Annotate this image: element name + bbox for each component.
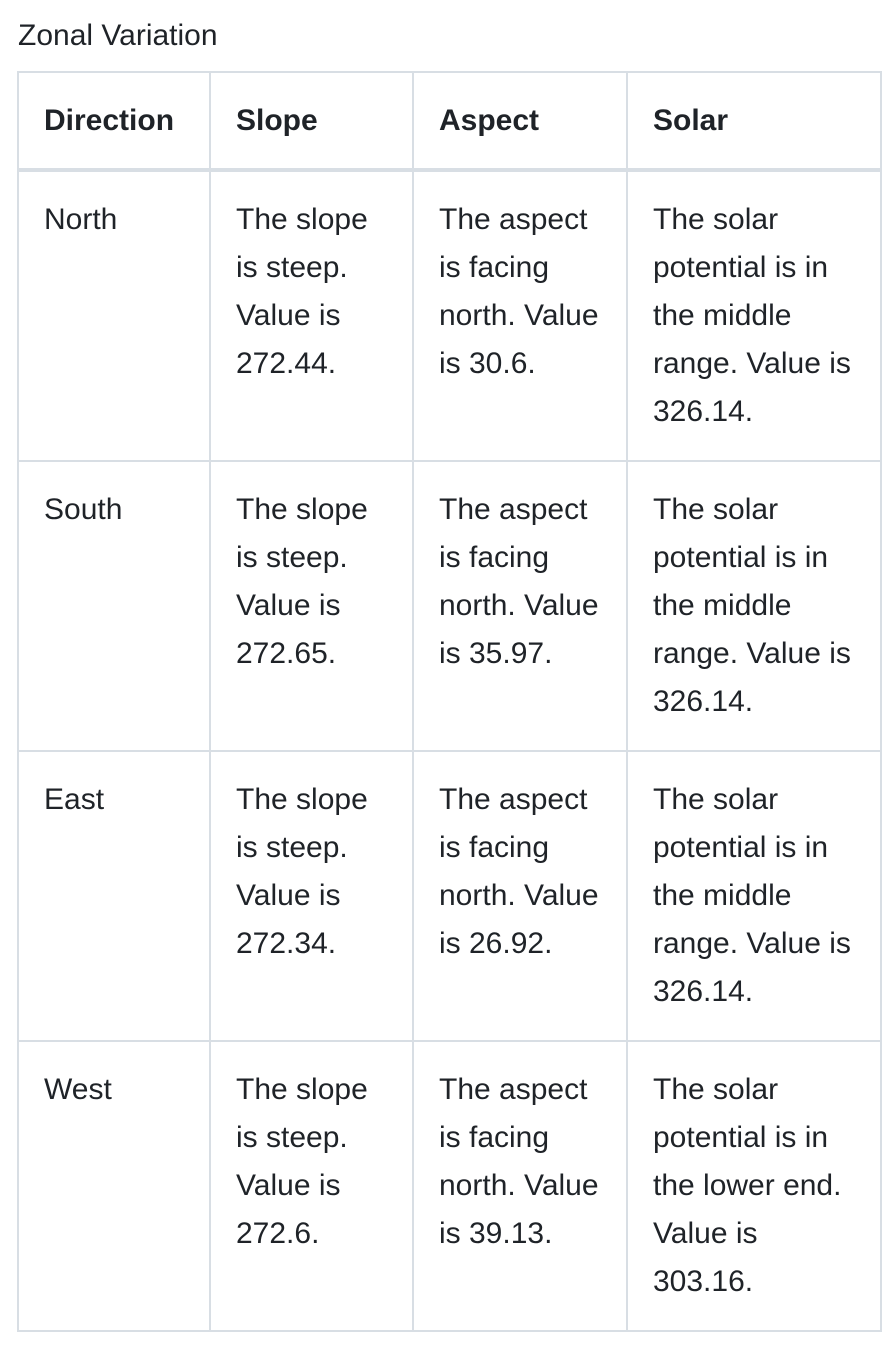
solar-cell: The solar potential is in the middle ran…: [626, 169, 882, 462]
solar-cell: The solar potential is in the middle ran…: [626, 460, 882, 752]
slope-cell: The slope is steep. Value is 272.65.: [209, 460, 414, 752]
slope-cell: The slope is steep. Value is 272.6.: [209, 1040, 414, 1332]
solar-cell: The solar potential is in the lower end.…: [626, 1040, 882, 1332]
direction-cell: North: [17, 169, 211, 462]
table-row: North The slope is steep. Value is 272.4…: [17, 169, 882, 462]
solar-cell: The solar potential is in the middle ran…: [626, 750, 882, 1042]
table-row: West The slope is steep. Value is 272.6.…: [17, 1040, 882, 1332]
aspect-cell: The aspect is facing north. Value is 39.…: [412, 1040, 628, 1332]
table-header-row: Direction Slope Aspect Solar: [17, 71, 882, 172]
aspect-cell: The aspect is facing north. Value is 30.…: [412, 169, 628, 462]
slope-cell: The slope is steep. Value is 272.34.: [209, 750, 414, 1042]
direction-cell: East: [17, 750, 211, 1042]
header-solar: Solar: [626, 71, 882, 172]
aspect-cell: The aspect is facing north. Value is 26.…: [412, 750, 628, 1042]
header-slope: Slope: [209, 71, 414, 172]
slope-cell: The slope is steep. Value is 272.44.: [209, 169, 414, 462]
header-aspect: Aspect: [412, 71, 628, 172]
zonal-variation-table: Direction Slope Aspect Solar North The s…: [17, 71, 882, 1332]
table-row: East The slope is steep. Value is 272.34…: [17, 750, 882, 1042]
direction-cell: South: [17, 460, 211, 752]
direction-cell: West: [17, 1040, 211, 1332]
table-caption: Zonal Variation: [18, 19, 218, 52]
table-row: South The slope is steep. Value is 272.6…: [17, 460, 882, 752]
header-direction: Direction: [17, 71, 211, 172]
aspect-cell: The aspect is facing north. Value is 35.…: [412, 460, 628, 752]
